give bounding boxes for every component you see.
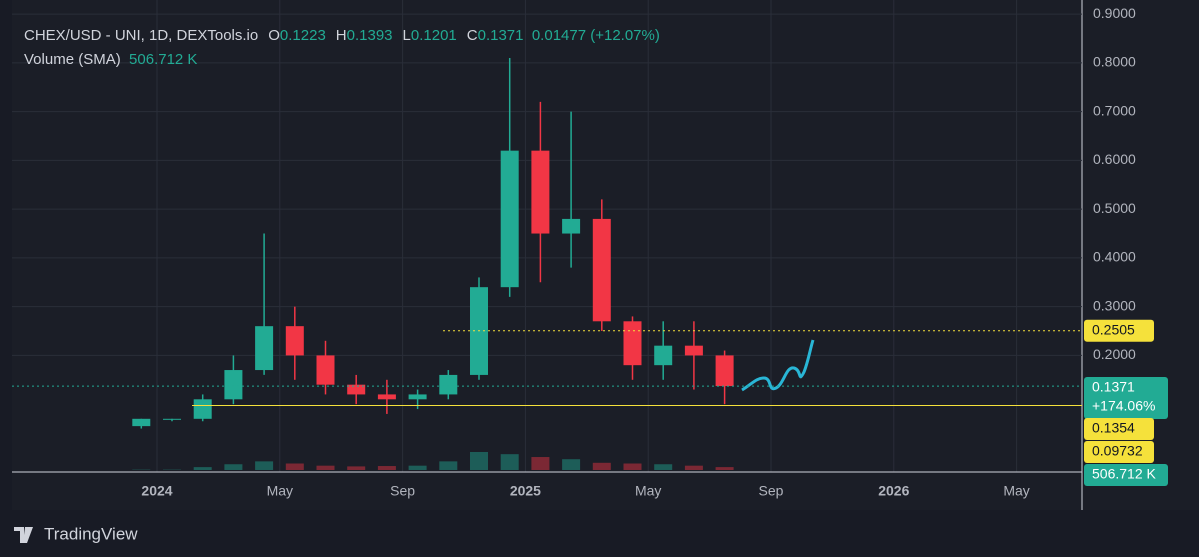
volume-bar	[439, 461, 458, 470]
price-label: +174.06%	[1092, 398, 1155, 414]
price-label-box	[1084, 441, 1154, 463]
candle-body	[623, 321, 642, 366]
price-label: 0.2505	[1092, 322, 1135, 338]
candle-body	[408, 394, 427, 400]
candle-body	[377, 394, 396, 400]
x-tick-label: Sep	[759, 483, 784, 499]
candle-body	[347, 384, 366, 395]
volume-bar	[715, 467, 734, 470]
footer-brand: TradingView	[44, 524, 138, 543]
volume-value: 506.712 K	[129, 51, 198, 68]
volume-bar	[500, 454, 519, 470]
volume-bar	[377, 466, 396, 470]
candle-body	[500, 150, 519, 288]
candle-body	[224, 370, 243, 400]
y-tick-label: 0.4000	[1093, 249, 1136, 265]
volume-bar	[408, 465, 427, 470]
ohlc-value: 0.1393	[346, 27, 393, 44]
volume-bar	[193, 467, 212, 470]
volume-bar	[592, 462, 611, 470]
x-tick-label: 2024	[141, 483, 172, 499]
price-label-box	[1084, 377, 1168, 419]
price-label: 0.09732	[1092, 443, 1143, 459]
ohlc-value: 0.1223	[279, 27, 326, 44]
price-label: 0.1354	[1092, 420, 1135, 436]
price-label-box	[1084, 319, 1154, 342]
change: 0.01477 (+12.07%)	[531, 27, 660, 44]
volume-title: Volume (SMA)	[24, 51, 121, 68]
volume-bar	[255, 461, 274, 470]
volume-bar	[347, 466, 366, 470]
projection-drawing	[741, 339, 815, 392]
volume-bar	[684, 465, 703, 470]
candle-body	[316, 355, 335, 385]
volume-row: Volume (SMA) 506.712 K	[24, 48, 660, 72]
y-tick-label: 0.2000	[1093, 346, 1136, 362]
volume-bar	[285, 463, 304, 470]
ohlc: O0.1223 H0.1393 L0.1201 C0.1371	[258, 27, 523, 44]
candle-body	[562, 218, 581, 234]
volume-bar	[562, 459, 581, 470]
x-tick-label: 2026	[878, 483, 909, 499]
grid	[12, 0, 1082, 472]
x-tick-label: May	[267, 483, 293, 499]
y-tick-label: 0.7000	[1093, 102, 1136, 118]
volume-bar	[531, 457, 550, 470]
candle-body	[592, 218, 611, 322]
candle-body	[654, 345, 673, 366]
x-tick-label: May	[1003, 483, 1029, 499]
brand-logo	[14, 527, 33, 543]
candle-body	[163, 418, 181, 420]
candle-body	[285, 326, 304, 356]
y-tick-label: 0.9000	[1093, 5, 1136, 21]
ohlc-value: 0.1371	[477, 27, 524, 44]
ohlc-letter: L	[402, 27, 411, 44]
candle-body	[715, 355, 734, 387]
ohlc-row: CHEX/USD - UNI, 1D, DEXTools.io O0.1223 H0…	[24, 24, 660, 48]
y-tick-label: 0.8000	[1093, 54, 1136, 70]
symbol-title: CHEX/USD - UNI, 1D, DEXTools.io	[24, 27, 259, 44]
volume-bar	[654, 464, 673, 470]
price-label: 506.712 K	[1092, 466, 1156, 482]
ohlc-letter: C	[466, 27, 478, 44]
candle-body	[684, 345, 703, 356]
y-tick-label: 0.3000	[1093, 297, 1136, 313]
x-tick-label: 2025	[510, 483, 541, 499]
candle-body	[132, 418, 151, 427]
candle-body	[255, 326, 274, 371]
volume-bar	[224, 464, 243, 470]
candle-body	[439, 374, 458, 395]
candle-body	[193, 399, 212, 419]
y-tick-label: 0.5000	[1093, 200, 1136, 216]
y-tick-label: 0.6000	[1093, 151, 1136, 167]
price-label-box	[1084, 418, 1154, 440]
x-tick-label: Sep	[390, 483, 415, 499]
price-label: 0.1371	[1092, 379, 1135, 395]
volume-bar	[623, 463, 642, 470]
ohlc-letter: H	[335, 27, 347, 44]
volume-bar	[316, 465, 335, 470]
ohlc-letter: O	[268, 27, 280, 44]
legend-header: CHEX/USD - UNI, 1D, DEXTools.io O0.1223 H0…	[24, 24, 660, 72]
price-label-box	[1084, 464, 1168, 486]
ohlc-value: 0.1201	[410, 27, 457, 44]
volume-bar	[470, 452, 488, 470]
x-tick-label: May	[635, 483, 661, 499]
candle-body	[531, 150, 550, 234]
